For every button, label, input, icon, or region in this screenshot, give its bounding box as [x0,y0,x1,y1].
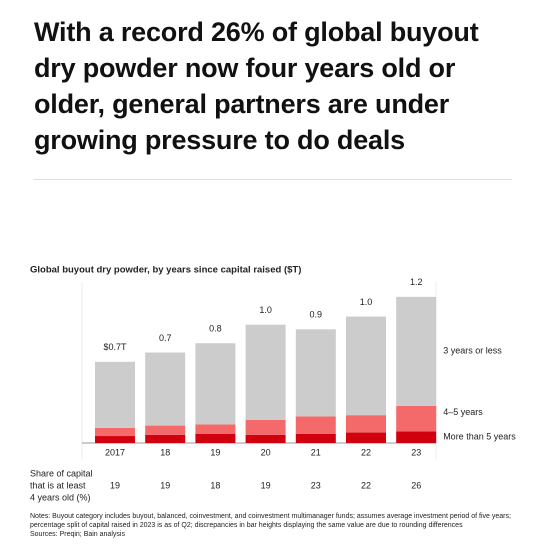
bar-segment [145,425,186,435]
x-tick-label: 19 [210,447,220,457]
bar-segment [245,434,286,443]
legend-label: More than 5 years [443,431,516,441]
bar-segment [145,352,186,426]
share-value: 23 [311,480,321,490]
share-value: 22 [361,480,371,490]
total-label: 1.2 [410,277,423,287]
share-label: Share of capital [30,468,93,478]
x-tick-label: 18 [160,447,170,457]
total-label: 0.7 [159,333,172,343]
total-label: 0.8 [209,324,222,334]
legend-label: 4–5 years [443,407,483,417]
share-value: 18 [210,480,220,490]
share-value: 26 [411,480,421,490]
share-label: that is at least [30,480,86,490]
legend-label: 3 years or less [443,346,502,356]
share-value: 19 [160,480,170,490]
x-tick-label: 20 [261,447,271,457]
headline: With a record 26% of global buyout dry p… [34,17,479,155]
bar-segment [396,296,437,406]
total-label: 0.9 [310,310,323,320]
total-label: 1.0 [360,297,373,307]
bar-segment [346,432,386,443]
x-tick-label: 23 [411,447,421,457]
bar-segment [195,424,236,434]
bar-segment [195,343,236,425]
bar-segment [346,316,386,416]
chart: Global buyout dry powder, by years since… [30,265,516,503]
bar-segment [346,415,386,433]
share-value: 19 [261,480,271,490]
sources: Sources: Preqin; Bain analysis [30,531,125,538]
bar-segment [295,329,336,417]
x-tick-label: 2017 [105,447,125,457]
bar-segment [95,436,135,443]
x-tick-label: 21 [311,447,321,457]
bar-segment [195,433,236,443]
bar-segment [295,416,336,434]
total-label: $0.7T [103,342,127,352]
bar-segment [295,433,336,443]
bar-segment [245,324,286,420]
share-label: 4 years old (%) [30,492,91,502]
x-tick-label: 22 [361,447,371,457]
bar-segment [95,427,135,437]
bar-segment [396,405,437,432]
chart-title: Global buyout dry powder, by years since… [30,265,301,276]
bar-segment [245,419,286,435]
notes: Notes: Buyout category includes buyout, … [30,512,530,539]
total-label: 1.0 [259,305,272,315]
share-value: 19 [110,480,120,490]
notes-text: Notes: Buyout category includes buyout, … [30,513,511,529]
bar-segment [396,431,437,443]
bar-segment [145,434,186,443]
divider [34,179,512,180]
bar-segment [95,361,135,428]
